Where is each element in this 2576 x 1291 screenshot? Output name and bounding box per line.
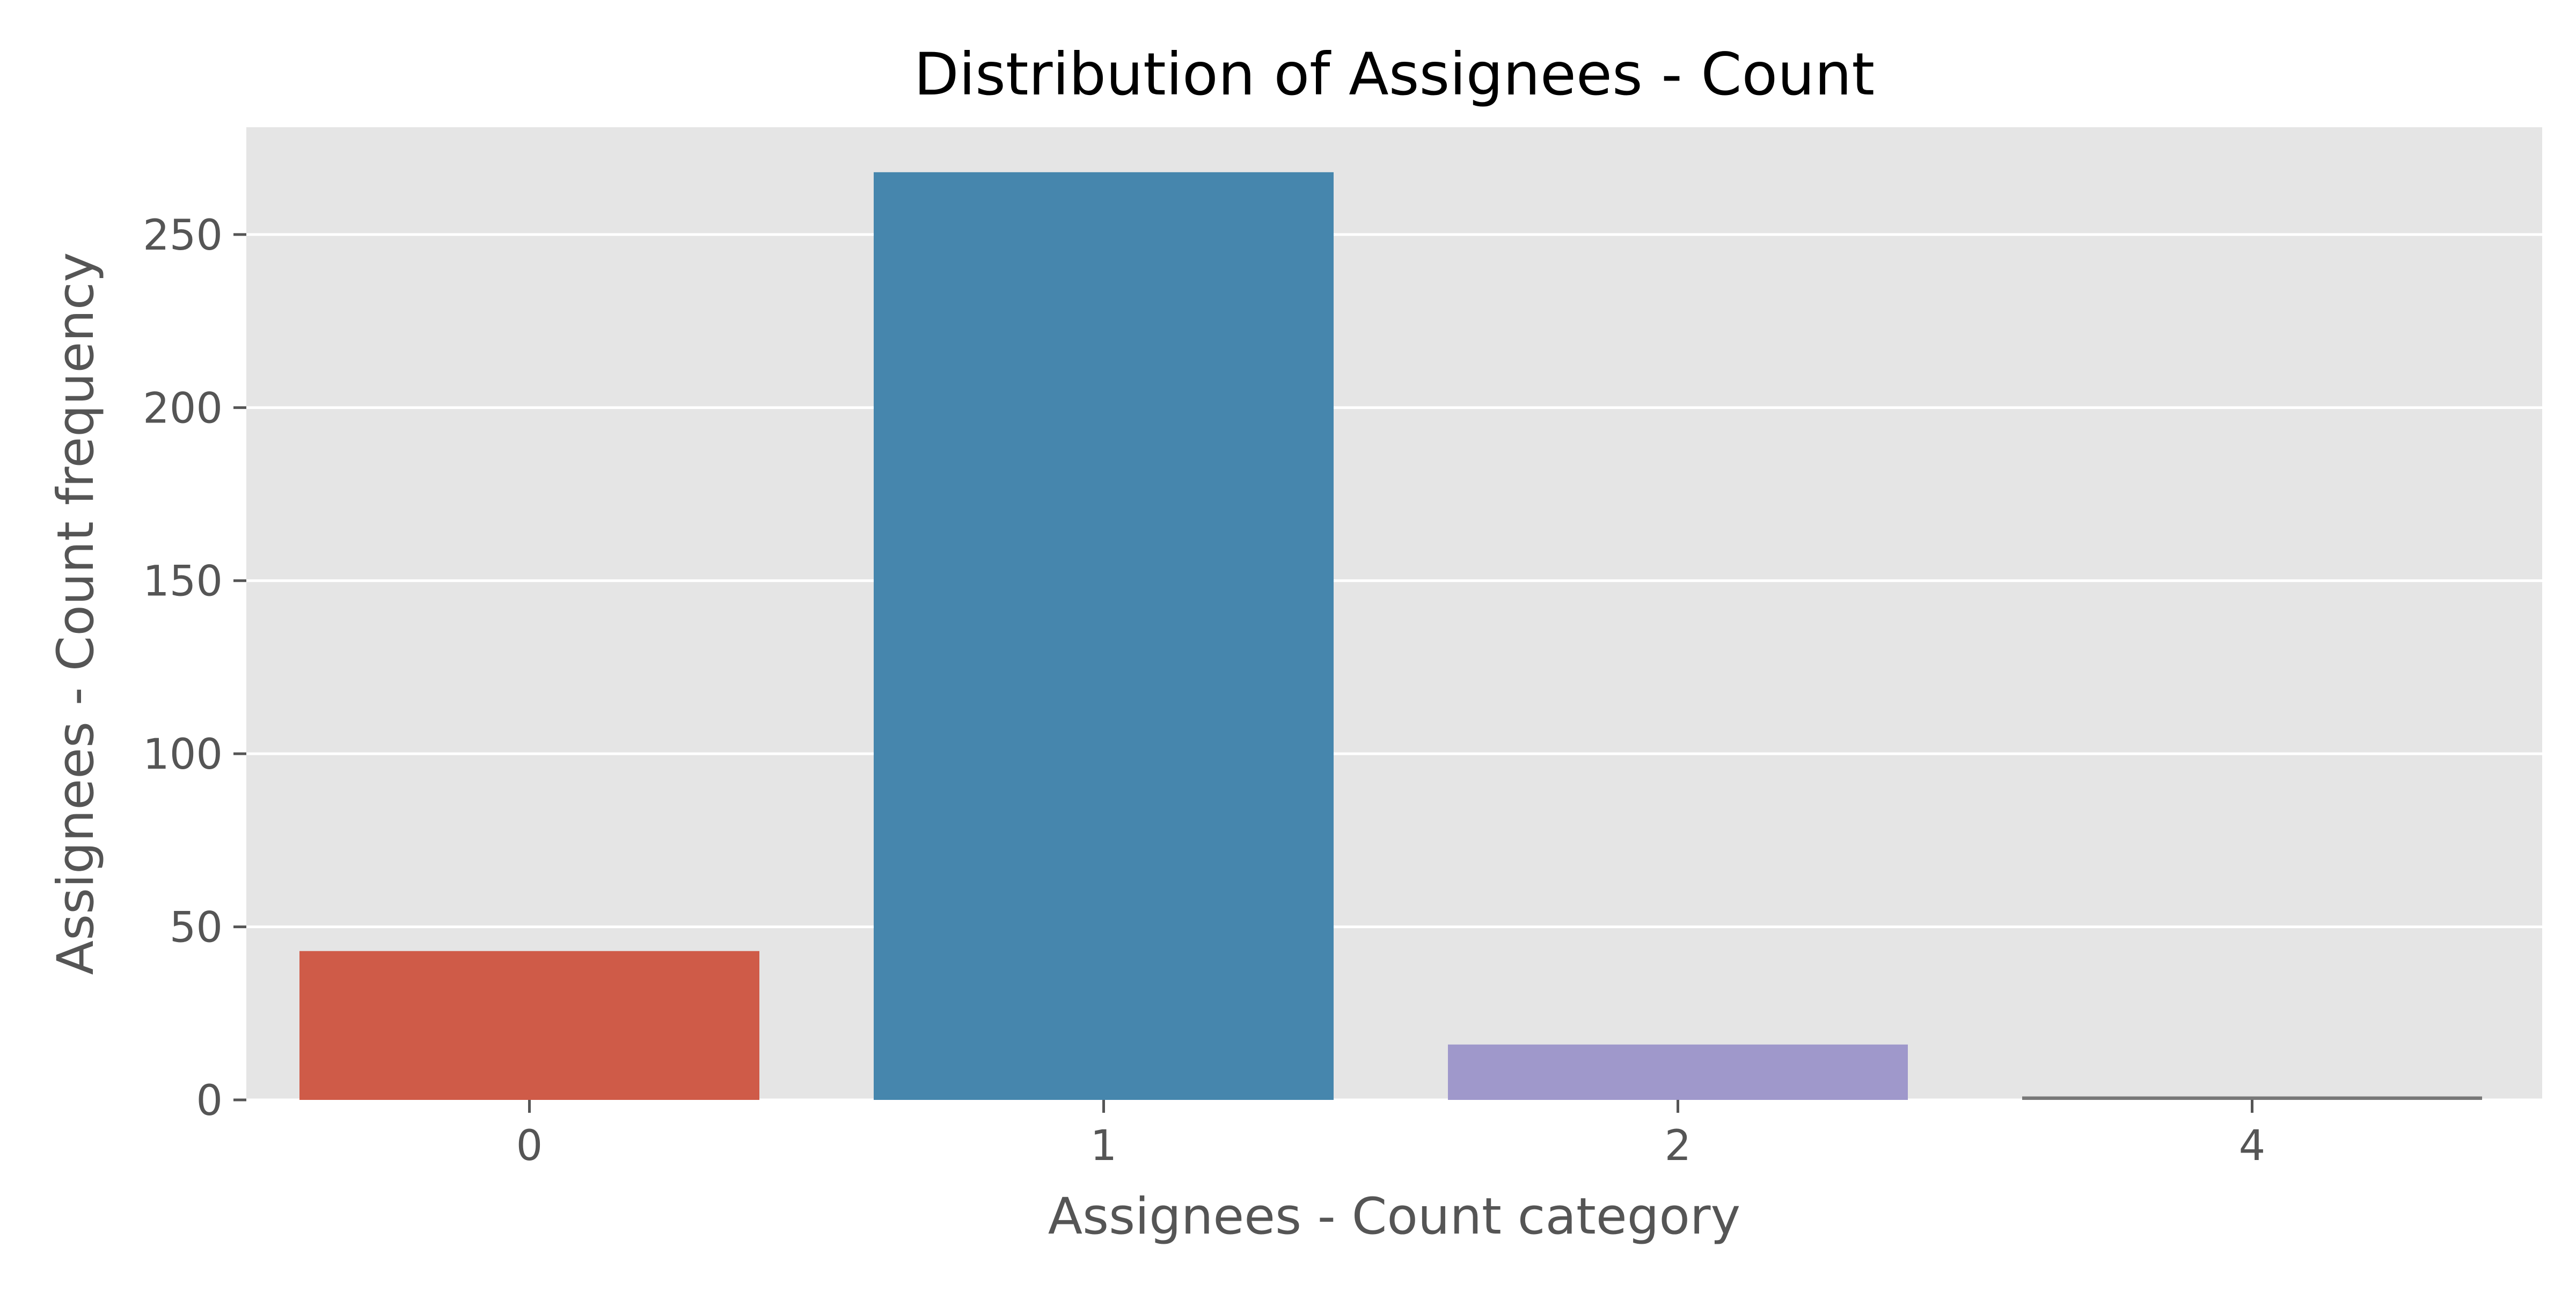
- y-tick-label: 150: [143, 558, 223, 606]
- x-tick-label: 2: [1665, 1122, 1692, 1170]
- bar-1: [874, 172, 1334, 1100]
- y-axis-label: Assignees - Count frequency: [47, 252, 105, 975]
- y-tick-label: 250: [143, 211, 223, 260]
- y-tick-label: 50: [170, 904, 223, 952]
- bar-4: [2022, 1097, 2482, 1100]
- y-tick-label: 0: [196, 1077, 223, 1125]
- bar-0: [299, 951, 759, 1100]
- y-tick-label: 100: [143, 731, 223, 779]
- x-tick-label: 1: [1091, 1122, 1117, 1170]
- chart-title: Distribution of Assignees - Count: [914, 40, 1875, 108]
- bar-2: [1448, 1045, 1908, 1100]
- y-tick-label: 200: [143, 384, 223, 433]
- x-tick-label: 4: [2239, 1122, 2266, 1170]
- x-tick-label: 0: [516, 1122, 543, 1170]
- x-axis-label: Assignees - Count category: [1048, 1187, 1740, 1246]
